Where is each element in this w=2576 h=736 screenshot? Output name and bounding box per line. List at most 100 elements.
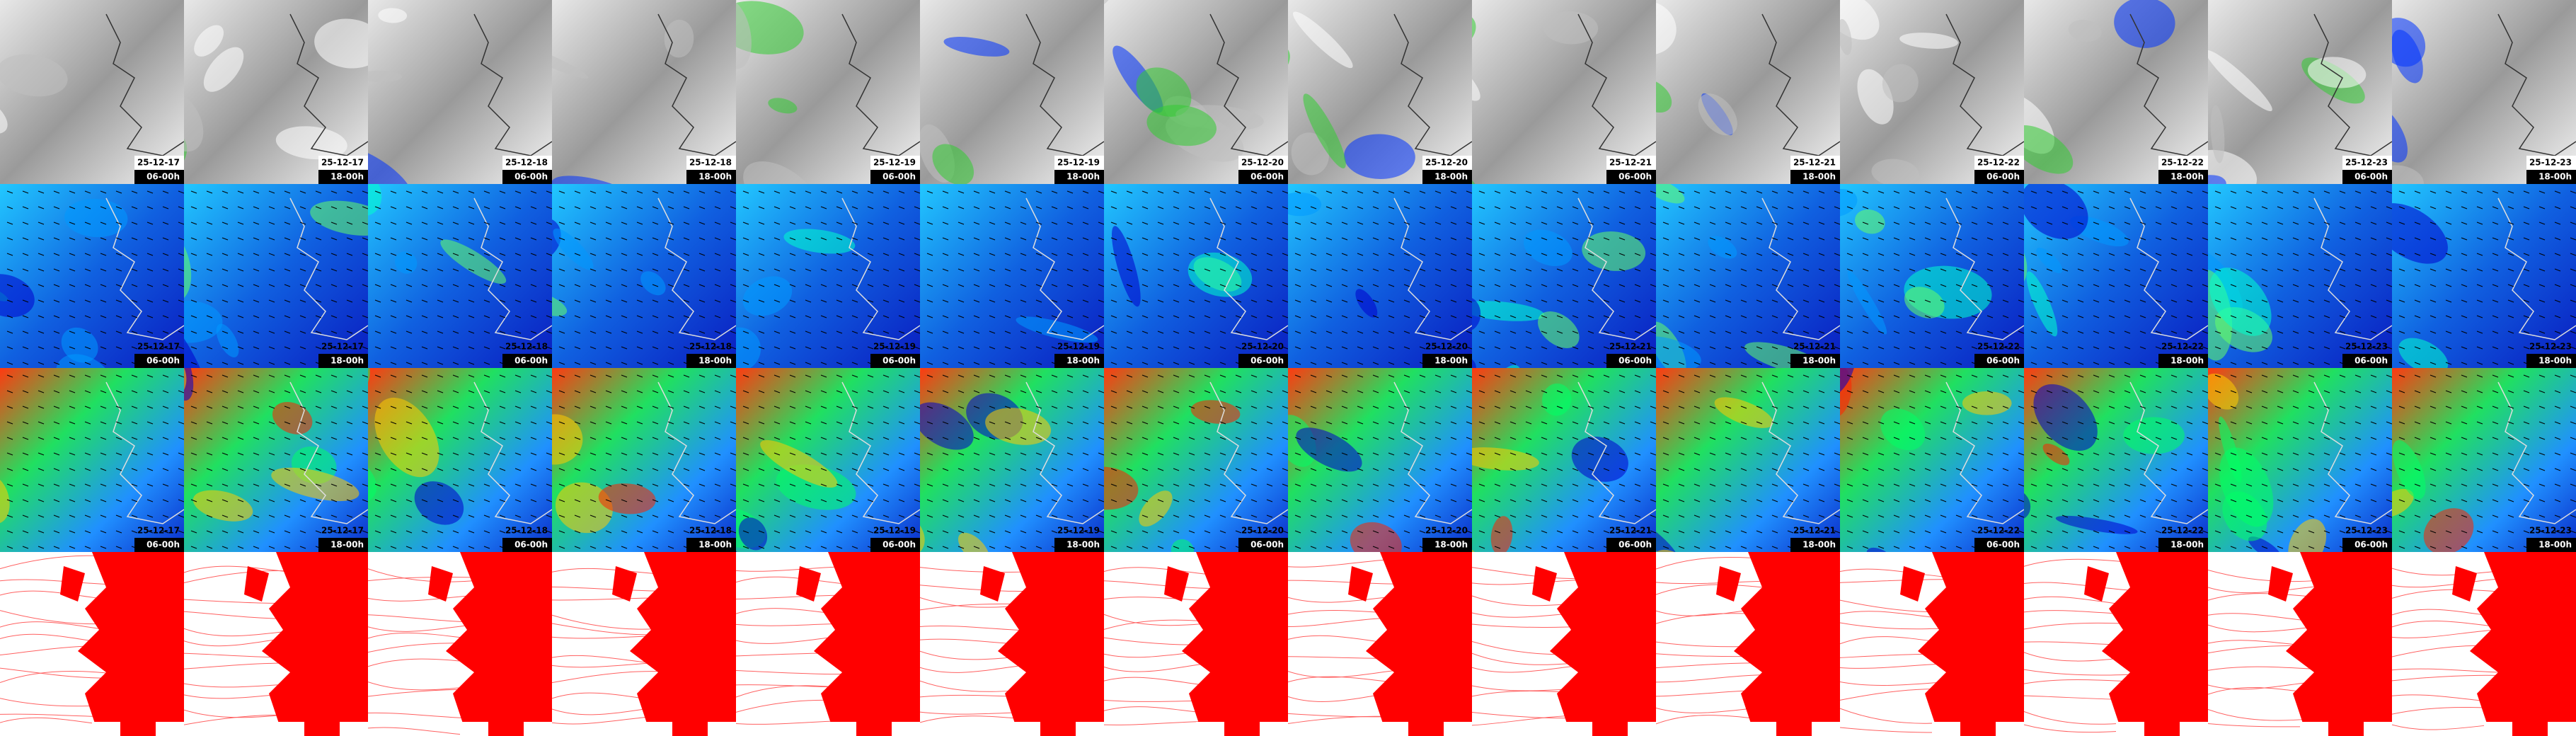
wind-arrow: [6, 315, 13, 318]
wind-arrow: [514, 421, 522, 425]
wind-arrow: [1662, 284, 1669, 287]
wind-arrow: [315, 237, 322, 241]
wind-arrow: [1494, 346, 1501, 350]
wind-arrow: [100, 374, 107, 378]
wind-arrow: [1787, 483, 1794, 487]
wind-arrow: [2292, 346, 2299, 350]
wind-arrow: [1434, 190, 1442, 194]
wind-arrow: [1525, 390, 1532, 393]
time-label: 18-00h: [1066, 540, 1100, 550]
wind-arrow: [1924, 406, 1931, 409]
wind-arrow: [1219, 268, 1226, 272]
wind-arrow: [483, 190, 490, 194]
wind-arrow: [1587, 546, 1594, 549]
wind-arrow: [636, 299, 643, 303]
weather-field: [2288, 519, 2327, 552]
wind-arrow: [115, 390, 122, 393]
wind-arrow: [1173, 362, 1180, 365]
wind-arrow: [2538, 315, 2546, 318]
wind-arrow: [2507, 468, 2514, 471]
wind-arrow: [820, 299, 827, 303]
wind-arrow: [1862, 390, 1869, 393]
wind-arrow: [574, 206, 581, 209]
wind-arrow: [590, 468, 597, 471]
wind-arrow: [546, 468, 552, 471]
wind-arrow: [1572, 514, 1579, 518]
wind-arrow: [2339, 190, 2346, 194]
wind-arrow: [1662, 499, 1669, 502]
wind-arrow: [1142, 237, 1149, 241]
wind-arrow: [1388, 268, 1395, 272]
wind-arrow: [1341, 437, 1348, 440]
wind-arrow: [2292, 190, 2299, 194]
wind-arrow: [6, 222, 13, 225]
wind-arrow: [100, 346, 107, 350]
wind-arrow: [2430, 499, 2437, 502]
wind-arrow: [162, 268, 169, 272]
wind-arrow: [1157, 374, 1164, 378]
wind-arrow: [758, 222, 765, 225]
wind-arrow: [1971, 483, 1978, 487]
wind-arrow: [268, 222, 275, 225]
wind-arrow: [1357, 421, 1364, 425]
wind-arrow: [299, 546, 306, 549]
coastline: [2129, 381, 2208, 524]
wind-arrow: [758, 206, 765, 209]
wind-arrow: [483, 530, 490, 534]
wind-arrow: [1940, 406, 1947, 409]
wind-arrow: [1893, 437, 1900, 440]
wind-arrow: [2046, 406, 2053, 409]
weather-field: [2208, 373, 2239, 410]
wind-arrow: [374, 362, 381, 365]
time-label: 18-00h: [1066, 172, 1100, 182]
wind-arrow: [1388, 421, 1395, 425]
wind-arrow: [1250, 483, 1258, 487]
wind-arrow: [546, 253, 552, 256]
wind-arrow: [2445, 253, 2452, 256]
wind-arrow: [621, 362, 628, 365]
wind-arrow: [483, 483, 490, 487]
wind-arrow: [1204, 421, 1211, 425]
wind-arrow: [2445, 437, 2452, 440]
wind-arrow: [1341, 374, 1348, 378]
wind-arrow: [1846, 299, 1853, 303]
wind-arrow: [2124, 299, 2131, 303]
wind-arrow: [621, 499, 628, 502]
wind-arrow: [621, 546, 628, 549]
wind-arrow: [162, 222, 169, 225]
wind-arrow: [299, 530, 306, 534]
date-label: 25-12-17: [137, 158, 180, 168]
wind-arrow: [330, 268, 338, 272]
coastline: [2497, 197, 2576, 340]
wind-arrow: [530, 483, 537, 487]
wind-arrow: [898, 406, 905, 409]
wind-arrow: [2370, 222, 2377, 225]
wind-arrow: [2414, 346, 2421, 350]
wind-arrow: [1403, 253, 1410, 256]
wind-arrow: [1572, 268, 1579, 272]
wind-arrow: [820, 222, 827, 225]
wind-arrow: [1004, 190, 1011, 194]
wind-arrow: [867, 374, 874, 378]
wind-arrow: [1634, 452, 1641, 456]
wind-arrow: [683, 421, 690, 425]
wind-arrow: [1678, 253, 1685, 256]
wind-arrow: [621, 530, 628, 534]
wind-arrow: [1818, 268, 1825, 272]
wind-arrow: [574, 530, 581, 534]
wind-arrow: [1771, 530, 1778, 534]
date-box: [1790, 156, 1840, 170]
wind-arrow: [1556, 299, 1563, 303]
wind-arrow: [1204, 190, 1211, 194]
wind-arrow: [1098, 315, 1104, 318]
wind-arrow: [1709, 452, 1716, 456]
wind-arrow: [2554, 499, 2561, 502]
wind-arrow: [222, 253, 229, 256]
wind-arrow: [2261, 390, 2268, 393]
wind-arrow: [1450, 299, 1457, 303]
wind-arrow: [1173, 406, 1180, 409]
wind-arrow: [558, 268, 565, 272]
wind-arrow: [362, 514, 368, 518]
